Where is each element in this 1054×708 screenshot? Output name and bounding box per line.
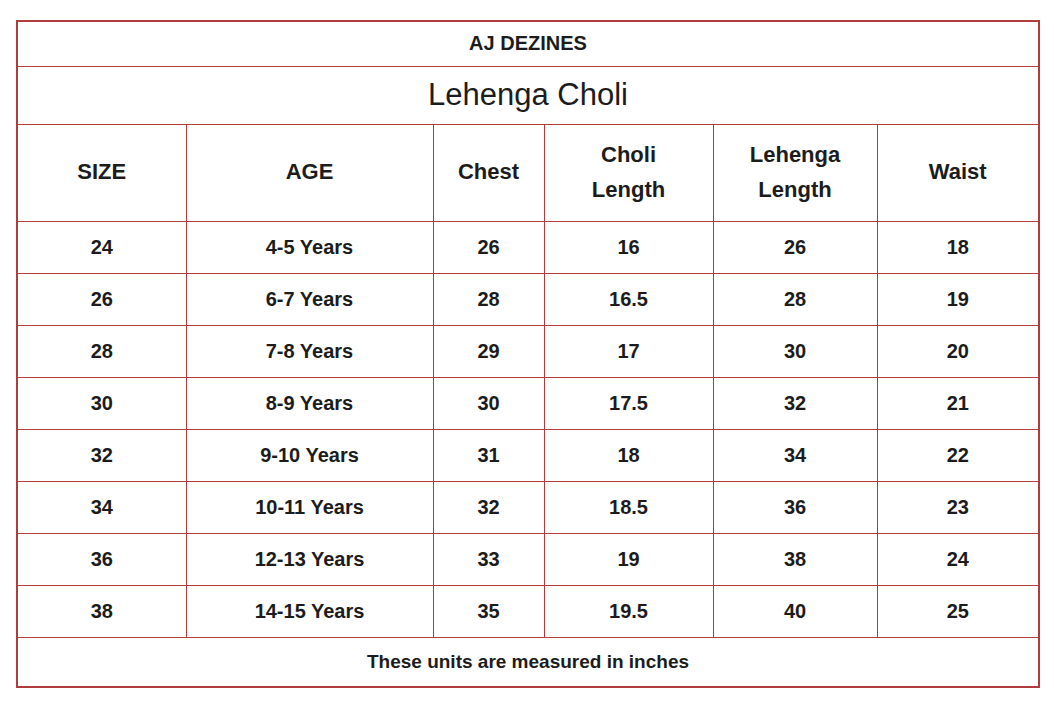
table-cell: 14-15 Years (186, 585, 433, 637)
table-cell: 21 (877, 377, 1039, 429)
table-cell: 32 (713, 377, 877, 429)
table-cell: 16 (544, 221, 713, 273)
column-header-choli-length: Choli Length (544, 124, 713, 221)
table-cell: 18 (877, 221, 1039, 273)
table-row: 287-8 Years29173020 (17, 325, 1039, 377)
table-cell: 28 (713, 273, 877, 325)
units-footnote: These units are measured in inches (17, 637, 1039, 687)
table-cell: 20 (877, 325, 1039, 377)
table-cell: 7-8 Years (186, 325, 433, 377)
table-cell: 24 (17, 221, 186, 273)
table-cell: 8-9 Years (186, 377, 433, 429)
table-cell: 26 (713, 221, 877, 273)
table-cell: 24 (877, 533, 1039, 585)
table-cell: 10-11 Years (186, 481, 433, 533)
table-cell: 36 (17, 533, 186, 585)
table-cell: 28 (17, 325, 186, 377)
brand-name: AJ DEZINES (17, 21, 1039, 66)
table-cell: 38 (17, 585, 186, 637)
column-header-label: SIZE (77, 155, 126, 189)
table-cell: 6-7 Years (186, 273, 433, 325)
column-header-size: SIZE (17, 124, 186, 221)
column-header-label: Lehenga Length (739, 138, 851, 206)
table-cell: 40 (713, 585, 877, 637)
column-header-label: Choli Length (573, 138, 685, 206)
table-cell: 34 (17, 481, 186, 533)
column-header-age: AGE (186, 124, 433, 221)
table-cell: 12-13 Years (186, 533, 433, 585)
table-cell: 19 (544, 533, 713, 585)
table-cell: 17.5 (544, 377, 713, 429)
table-cell: 32 (433, 481, 544, 533)
table-cell: 26 (17, 273, 186, 325)
column-header-waist: Waist (877, 124, 1039, 221)
table-cell: 26 (433, 221, 544, 273)
product-title: Lehenga Choli (17, 66, 1039, 124)
table-cell: 28 (433, 273, 544, 325)
table-cell: 31 (433, 429, 544, 481)
table-row: 3612-13 Years33193824 (17, 533, 1039, 585)
table-cell: 4-5 Years (186, 221, 433, 273)
table-row: 308-9 Years3017.53221 (17, 377, 1039, 429)
table-cell: 9-10 Years (186, 429, 433, 481)
column-header-label: Chest (458, 155, 519, 189)
size-chart-table: AJ DEZINES Lehenga Choli SIZE AGE Chest Cho… (16, 20, 1040, 688)
table-cell: 17 (544, 325, 713, 377)
table-cell: 16.5 (544, 273, 713, 325)
table-cell: 35 (433, 585, 544, 637)
table-cell: 18 (544, 429, 713, 481)
footnote-row: These units are measured in inches (17, 637, 1039, 687)
table-cell: 30 (713, 325, 877, 377)
table-cell: 30 (433, 377, 544, 429)
column-header-chest: Chest (433, 124, 544, 221)
table-cell: 19.5 (544, 585, 713, 637)
table-cell: 23 (877, 481, 1039, 533)
header-row: SIZE AGE Chest Choli Length Lehenga Length Wa… (17, 124, 1039, 221)
table-cell: 36 (713, 481, 877, 533)
table-cell: 22 (877, 429, 1039, 481)
table-cell: 34 (713, 429, 877, 481)
table-cell: 18.5 (544, 481, 713, 533)
column-header-label: Waist (929, 155, 987, 189)
table-row: 3410-11 Years3218.53623 (17, 481, 1039, 533)
brand-row: AJ DEZINES (17, 21, 1039, 66)
table-cell: 32 (17, 429, 186, 481)
table-cell: 38 (713, 533, 877, 585)
table-row: 329-10 Years31183422 (17, 429, 1039, 481)
title-row: Lehenga Choli (17, 66, 1039, 124)
table-cell: 25 (877, 585, 1039, 637)
column-header-lehenga-length: Lehenga Length (713, 124, 877, 221)
table-row: 266-7 Years2816.52819 (17, 273, 1039, 325)
table-row: 3814-15 Years3519.54025 (17, 585, 1039, 637)
table-cell: 29 (433, 325, 544, 377)
table-cell: 33 (433, 533, 544, 585)
column-header-label: AGE (286, 155, 334, 189)
table-row: 244-5 Years26162618 (17, 221, 1039, 273)
table-cell: 19 (877, 273, 1039, 325)
table-cell: 30 (17, 377, 186, 429)
